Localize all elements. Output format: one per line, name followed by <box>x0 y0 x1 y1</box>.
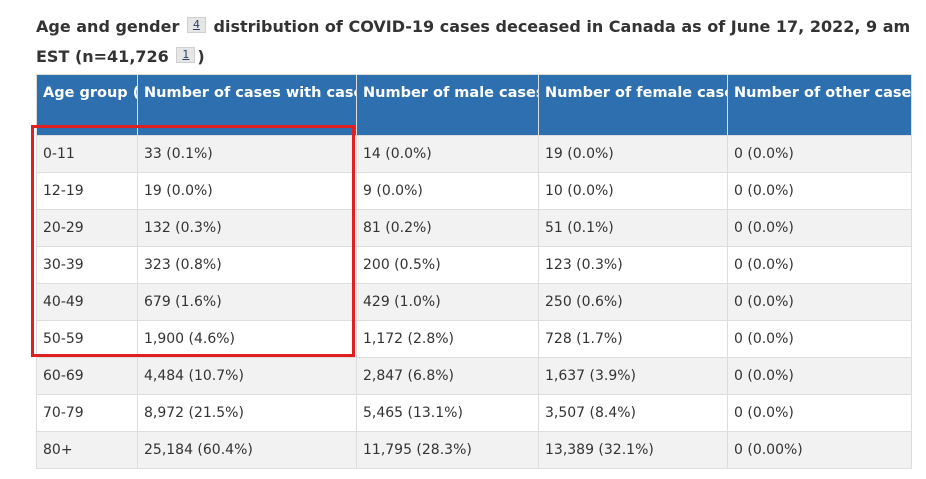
cell-female-cases: 250 (0.6%) <box>538 283 728 321</box>
header-age-group: Age group (years) <box>36 74 138 136</box>
cell-female-cases: 123 (0.3%) <box>538 246 728 284</box>
caption-text: Age and gender <box>36 17 180 36</box>
table-row: 80+ 25,184 (60.4%) 11,795 (28.3%) 13,389 (3… <box>36 431 912 469</box>
header-row: Age group (years) Number of cases with c… <box>36 74 912 136</box>
cell-cases-with-reports: 25,184 (60.4%) <box>137 431 357 469</box>
cell-cases-with-reports: 8,972 (21.5%) <box>137 394 357 432</box>
cell-other-cases: 0 (0.0%) <box>727 283 912 321</box>
table-body: 0-11 33 (0.1%) 14 (0.0%) 19 (0.0%) 0 (0.0%) 1… <box>36 135 912 469</box>
table-row: 12-19 19 (0.0%) 9 (0.0%) 10 (0.0%) 0 (0.0%) <box>36 172 912 210</box>
table-row: 50-59 1,900 (4.6%) 1,172 (2.8%) 728 (1.7%) 0… <box>36 320 912 358</box>
header-male-cases: Number of male cases (percentage) <box>356 74 539 136</box>
table-row: 70-79 8,972 (21.5%) 5,465 (13.1%) 3,507 (8.… <box>36 394 912 432</box>
cell-cases-with-reports: 132 (0.3%) <box>137 209 357 247</box>
table-row: 40-49 679 (1.6%) 429 (1.0%) 250 (0.6%) 0 (0.… <box>36 283 912 321</box>
cell-female-cases: 10 (0.0%) <box>538 172 728 210</box>
cell-female-cases: 19 (0.0%) <box>538 135 728 173</box>
footnote-link-1[interactable]: 1 <box>176 47 196 63</box>
cell-age-group: 80+ <box>36 431 138 469</box>
cell-male-cases: 81 (0.2%) <box>356 209 539 247</box>
cell-male-cases: 429 (1.0%) <box>356 283 539 321</box>
cell-cases-with-reports: 4,484 (10.7%) <box>137 357 357 395</box>
cell-cases-with-reports: 679 (1.6%) <box>137 283 357 321</box>
cell-female-cases: 13,389 (32.1%) <box>538 431 728 469</box>
cell-other-cases: 0 (0.0%) <box>727 394 912 432</box>
cell-cases-with-reports: 323 (0.8%) <box>137 246 357 284</box>
cell-male-cases: 1,172 (2.8%) <box>356 320 539 358</box>
cell-cases-with-reports: 33 (0.1%) <box>137 135 357 173</box>
cell-other-cases: 0 (0.0%) <box>727 357 912 395</box>
cell-male-cases: 14 (0.0%) <box>356 135 539 173</box>
cell-age-group: 30-39 <box>36 246 138 284</box>
cell-male-cases: 9 (0.0%) <box>356 172 539 210</box>
cell-other-cases: 0 (0.0%) <box>727 320 912 358</box>
cell-other-cases: 0 (0.0%) <box>727 246 912 284</box>
cell-male-cases: 11,795 (28.3%) <box>356 431 539 469</box>
table-caption: Age and gender 4 distribution of COVID-1… <box>36 12 916 72</box>
footnote-link-4[interactable]: 4 <box>186 17 206 33</box>
cell-female-cases: 728 (1.7%) <box>538 320 728 358</box>
header-female-cases: Number of female cases (percentage) <box>538 74 728 136</box>
cell-other-cases: 0 (0.0%) <box>727 172 912 210</box>
header-other-cases: Number of other cases (percentage) <box>727 74 912 136</box>
table-row: 0-11 33 (0.1%) 14 (0.0%) 19 (0.0%) 0 (0.0%) <box>36 135 912 173</box>
cell-age-group: 60-69 <box>36 357 138 395</box>
cell-age-group: 12-19 <box>36 172 138 210</box>
cell-female-cases: 1,637 (3.9%) <box>538 357 728 395</box>
cell-other-cases: 0 (0.0%) <box>727 209 912 247</box>
caption-text: distribution of COVID-19 cases deceased … <box>36 17 911 66</box>
cell-age-group: 50-59 <box>36 320 138 358</box>
cell-age-group: 20-29 <box>36 209 138 247</box>
table-row: 20-29 132 (0.3%) 81 (0.2%) 51 (0.1%) 0 (0.0%… <box>36 209 912 247</box>
cell-other-cases: 0 (0.00%) <box>727 431 912 469</box>
cell-age-group: 40-49 <box>36 283 138 321</box>
deceased-cases-table: Age group (years) Number of cases with c… <box>36 74 912 469</box>
cell-male-cases: 200 (0.5%) <box>356 246 539 284</box>
header-cases-with-reports: Number of cases with case reports (perce… <box>137 74 357 136</box>
cell-male-cases: 5,465 (13.1%) <box>356 394 539 432</box>
table-row: 30-39 323 (0.8%) 200 (0.5%) 123 (0.3%) 0 (0.… <box>36 246 912 284</box>
cell-age-group: 0-11 <box>36 135 138 173</box>
caption-text: ) <box>197 47 205 66</box>
cell-other-cases: 0 (0.0%) <box>727 135 912 173</box>
cell-female-cases: 3,507 (8.4%) <box>538 394 728 432</box>
cell-male-cases: 2,847 (6.8%) <box>356 357 539 395</box>
cell-cases-with-reports: 19 (0.0%) <box>137 172 357 210</box>
cell-cases-with-reports: 1,900 (4.6%) <box>137 320 357 358</box>
cell-female-cases: 51 (0.1%) <box>538 209 728 247</box>
cell-age-group: 70-79 <box>36 394 138 432</box>
table-row: 60-69 4,484 (10.7%) 2,847 (6.8%) 1,637 (3.9… <box>36 357 912 395</box>
table-header: Age group (years) Number of cases with c… <box>36 74 912 136</box>
